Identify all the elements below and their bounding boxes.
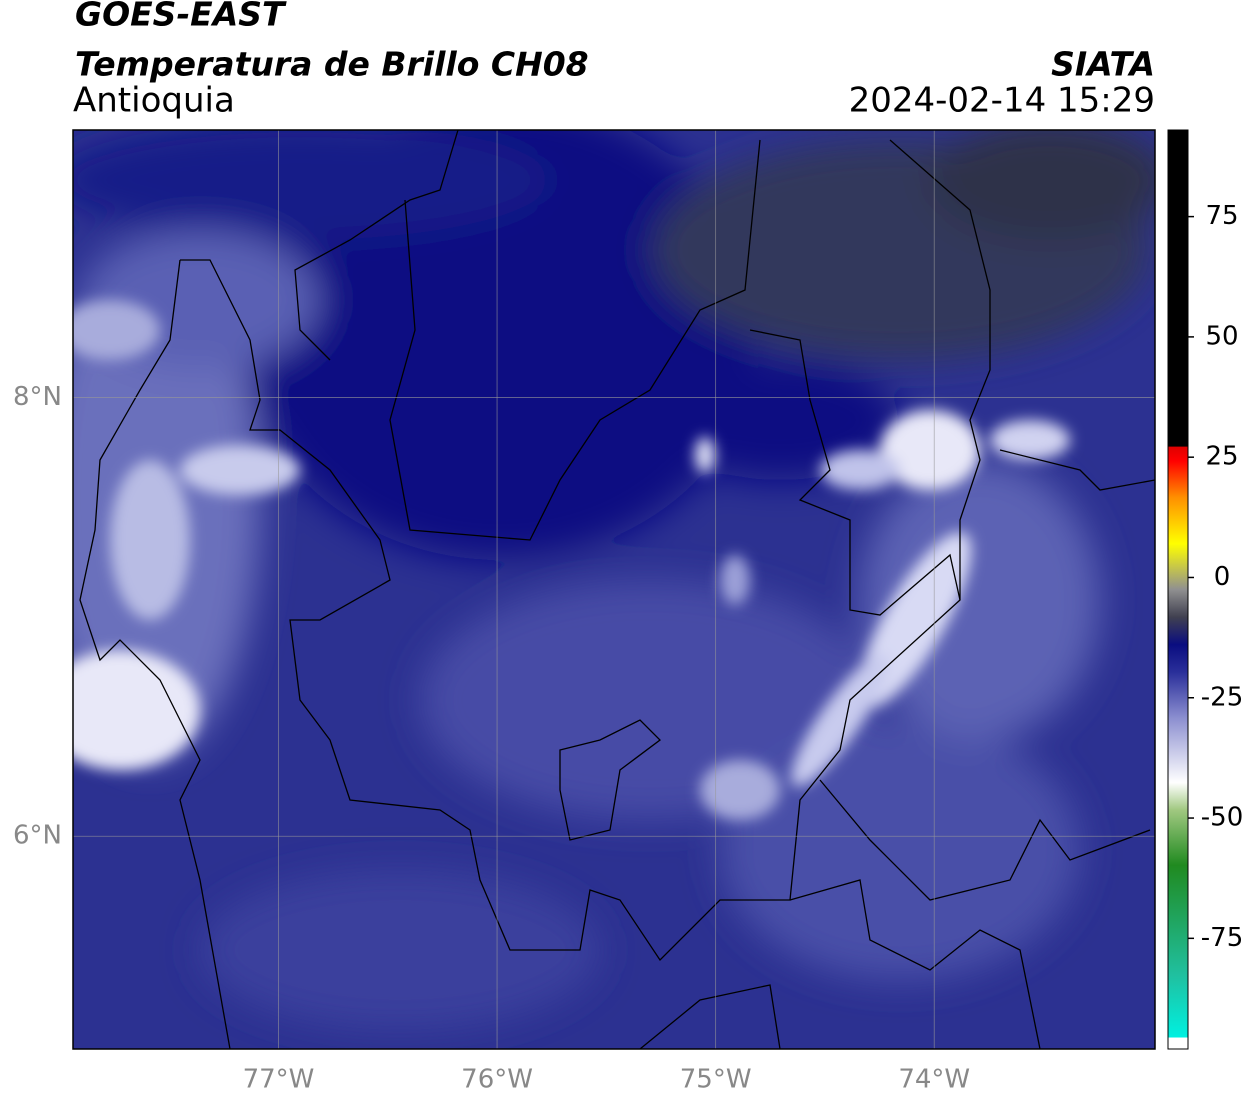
- colorbar: [1167, 129, 1189, 1050]
- region: Antioquia: [73, 81, 235, 121]
- timestamp: 2024-02-14 15:29: [849, 81, 1155, 121]
- map-frame: [72, 129, 1156, 1050]
- y-tick-label: 6°N: [13, 821, 62, 851]
- x-tick-label: 76°W: [461, 1065, 533, 1095]
- colorbar-tick-label: -25: [1201, 682, 1243, 712]
- x-tick-label: 77°W: [243, 1065, 315, 1095]
- colorbar-tick-label: -75: [1201, 923, 1243, 953]
- colorbar-tick-label: 50: [1205, 321, 1238, 351]
- x-tick-label: 74°W: [898, 1065, 970, 1095]
- satellite-image: [73, 130, 1155, 1049]
- y-tick-label: 8°N: [13, 382, 62, 412]
- borders: [79, 130, 1155, 1049]
- colorbar-tick-label: 0: [1214, 562, 1231, 592]
- title: GOES-EAST: [75, 0, 287, 34]
- x-tick-label: 75°W: [680, 1065, 752, 1095]
- subtitle: Temperatura de Brillo CH08: [75, 45, 589, 84]
- colorbar-tick-label: 75: [1205, 201, 1238, 231]
- colorbar-tick-label: -50: [1201, 803, 1243, 833]
- source: SIATA: [1051, 45, 1155, 84]
- colorbar-tick-label: 25: [1205, 442, 1238, 472]
